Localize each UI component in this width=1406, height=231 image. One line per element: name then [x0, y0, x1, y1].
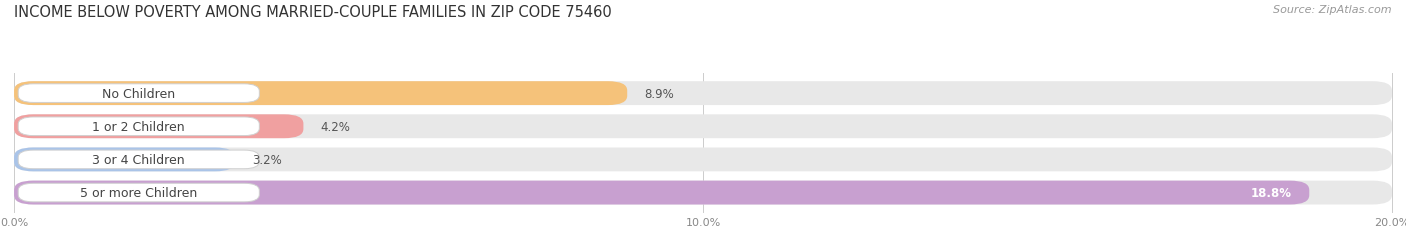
FancyBboxPatch shape: [14, 82, 627, 106]
Text: 4.2%: 4.2%: [321, 120, 350, 133]
FancyBboxPatch shape: [14, 148, 1392, 172]
FancyBboxPatch shape: [18, 117, 259, 136]
FancyBboxPatch shape: [18, 150, 259, 169]
FancyBboxPatch shape: [18, 85, 259, 103]
FancyBboxPatch shape: [14, 115, 1392, 139]
Text: 3 or 4 Children: 3 or 4 Children: [93, 153, 186, 166]
Text: 18.8%: 18.8%: [1251, 186, 1292, 199]
Text: 5 or more Children: 5 or more Children: [80, 186, 197, 199]
FancyBboxPatch shape: [14, 82, 1392, 106]
FancyBboxPatch shape: [14, 115, 304, 139]
FancyBboxPatch shape: [18, 183, 259, 202]
FancyBboxPatch shape: [14, 181, 1392, 205]
Text: INCOME BELOW POVERTY AMONG MARRIED-COUPLE FAMILIES IN ZIP CODE 75460: INCOME BELOW POVERTY AMONG MARRIED-COUPL…: [14, 5, 612, 20]
FancyBboxPatch shape: [14, 181, 1309, 205]
Text: 1 or 2 Children: 1 or 2 Children: [93, 120, 186, 133]
FancyBboxPatch shape: [14, 148, 235, 172]
Text: Source: ZipAtlas.com: Source: ZipAtlas.com: [1274, 5, 1392, 15]
Text: 3.2%: 3.2%: [252, 153, 281, 166]
Text: 8.9%: 8.9%: [644, 87, 675, 100]
Text: No Children: No Children: [103, 87, 176, 100]
